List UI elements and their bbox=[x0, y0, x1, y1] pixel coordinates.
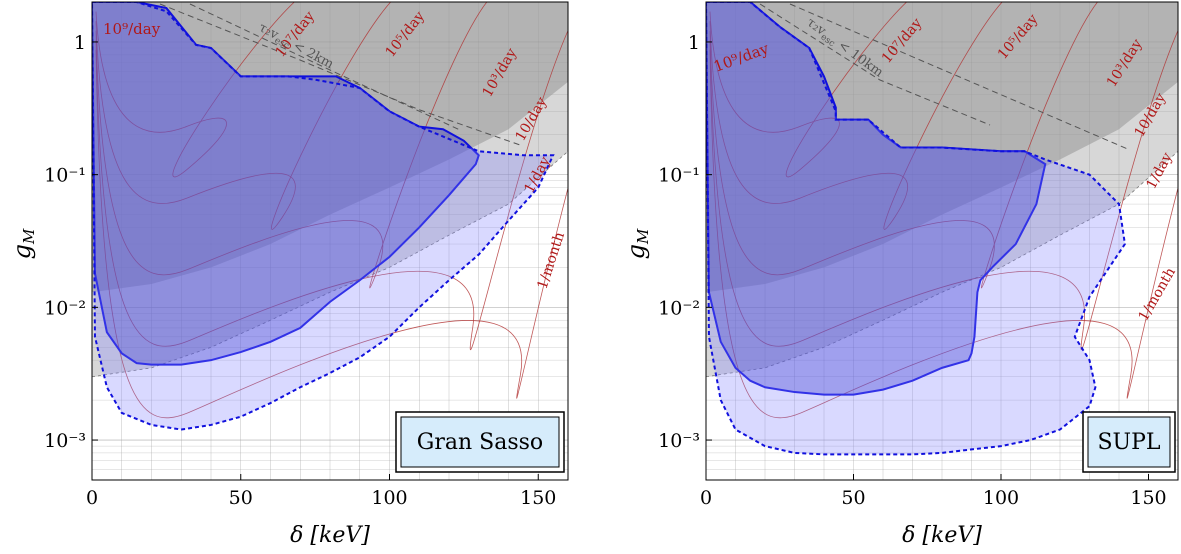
sensitivity-regions bbox=[92, 2, 555, 431]
rate-contour bbox=[95, 29, 568, 351]
solid-blue-region bbox=[706, 2, 1047, 396]
plot-area: 10⁹/day 10⁷/day 10⁵/day 10³/day 10/day 1… bbox=[92, 2, 568, 480]
axis-ticks: 0 50 100 150 10⁻³ 10⁻² 10⁻¹ 1 bbox=[658, 32, 1166, 509]
region-label: SUPL bbox=[1097, 430, 1160, 455]
y-tick-label: 10⁻² bbox=[44, 297, 86, 319]
x-tick-label: 0 bbox=[700, 487, 712, 509]
y-tick-label: 10⁻¹ bbox=[658, 165, 700, 187]
dashed-blue-region bbox=[706, 2, 1126, 456]
y-tick-label: 10⁻² bbox=[658, 297, 700, 319]
plot-area: 10⁹/day 10⁷/day 10⁵/day 10³/day 10/day 1… bbox=[706, 2, 1178, 480]
escape-line bbox=[159, 3, 521, 146]
rate-contour bbox=[709, 29, 1178, 351]
rate-contour bbox=[709, 2, 908, 178]
plot-frame bbox=[705, 1, 1179, 481]
y-axis-label: gM bbox=[8, 228, 38, 259]
y-tick-label: 1 bbox=[688, 32, 700, 54]
region-legend-box: SUPL bbox=[1082, 411, 1176, 473]
rate-contour bbox=[709, 2, 1003, 230]
x-tick-label: 50 bbox=[841, 487, 865, 509]
y-tick-label: 10⁻¹ bbox=[44, 165, 86, 187]
region-label: Gran Sasso bbox=[417, 430, 543, 455]
rate-contour bbox=[709, 49, 1178, 419]
dashed-blue-region bbox=[92, 2, 555, 431]
rate-contour bbox=[95, 49, 568, 419]
y-tick-label: 10⁻³ bbox=[44, 430, 86, 452]
rate-contour bbox=[95, 2, 296, 178]
rate-contour bbox=[95, 2, 392, 230]
escape-line bbox=[759, 3, 991, 126]
x-tick-label: 150 bbox=[520, 487, 556, 509]
x-tick-label: 50 bbox=[229, 487, 253, 509]
rate-label-1e9: 10⁹/day bbox=[103, 20, 161, 38]
x-axis-label: δ [keV] bbox=[290, 523, 370, 548]
x-tick-label: 0 bbox=[86, 487, 98, 509]
y-axis-label: gM bbox=[622, 228, 652, 259]
region-legend-box: Gran Sasso bbox=[395, 411, 565, 473]
rate-contours bbox=[95, 2, 568, 419]
y-tick-label: 10⁻³ bbox=[658, 430, 700, 452]
rate-contours bbox=[709, 2, 1178, 419]
plot-frame bbox=[91, 1, 569, 481]
axis-ticks: 0 50 100 150 10⁻³ 10⁻² 10⁻¹ 1 bbox=[44, 32, 556, 509]
escape-line-2 bbox=[789, 3, 1131, 151]
panel-supl: 10⁹/day 10⁷/day 10⁵/day 10³/day 10/day 1… bbox=[622, 1, 1179, 548]
escape-line-2 bbox=[189, 3, 461, 131]
x-tick-label: 100 bbox=[983, 487, 1019, 509]
x-tick-label: 150 bbox=[1130, 487, 1166, 509]
sensitivity-regions bbox=[706, 2, 1126, 456]
panel-gran-sasso: 10⁹/day 10⁷/day 10⁵/day 10³/day 10/day 1… bbox=[8, 1, 569, 548]
rate-contour bbox=[95, 2, 488, 289]
x-tick-label: 100 bbox=[371, 487, 407, 509]
y-tick-label: 1 bbox=[74, 32, 86, 54]
x-axis-label: δ [keV] bbox=[902, 523, 982, 548]
